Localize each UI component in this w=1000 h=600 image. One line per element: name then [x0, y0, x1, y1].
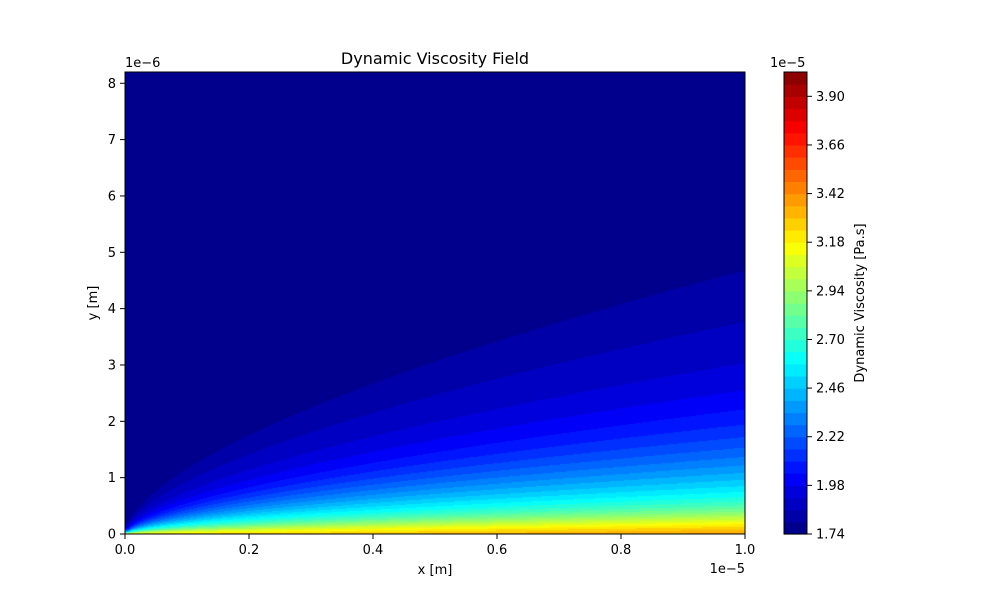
colorbar-tick-label: 3.90 [816, 90, 845, 105]
x-axis: 0.0 0.2 0.4 0.6 0.8 1.0 [115, 534, 756, 558]
colorbar-band [784, 448, 807, 462]
y-tick-label: 8 [108, 77, 116, 92]
x-tick-label: 0.2 [239, 543, 260, 558]
y-tick-label: 7 [108, 133, 116, 148]
colorbar-band [784, 315, 807, 328]
colorbar-band [784, 327, 807, 341]
x-axis-label: x [m] [418, 563, 453, 578]
x-offset-text: 1e−5 [710, 562, 745, 577]
colorbar-tick-label: 2.22 [816, 430, 845, 445]
y-tick-label: 3 [108, 358, 116, 373]
colorbar-band [784, 388, 807, 401]
y-axis-label: y [m] [86, 286, 101, 321]
colorbar-band [784, 169, 807, 183]
x-tick-label: 0.4 [363, 543, 384, 558]
colorbar-tick-label: 2.70 [816, 333, 845, 348]
colorbar-band [784, 412, 807, 426]
colorbar-band [784, 424, 807, 438]
x-tick-label: 1.0 [735, 543, 756, 558]
colorbar-band [784, 363, 807, 377]
colorbar-offset-text: 1e−5 [770, 56, 805, 71]
colorbar-band [784, 108, 807, 122]
y-tick-label: 2 [108, 415, 116, 430]
colorbar-band [784, 375, 807, 389]
viscosity-contour-field [125, 72, 745, 534]
colorbar-band [784, 193, 807, 207]
colorbar-tick-label: 1.98 [816, 479, 845, 494]
colorbar-band [784, 509, 807, 523]
colorbar-tick-label: 3.18 [816, 236, 845, 251]
colorbar-tick-label: 3.66 [816, 138, 845, 153]
colorbar-band [784, 205, 807, 219]
colorbar-band [784, 303, 807, 316]
contour-plot-area [124, 71, 746, 535]
colorbar-band [784, 96, 807, 110]
y-axis: 0 1 2 3 4 5 6 7 8 [108, 77, 125, 543]
x-tick-label: 0.6 [487, 543, 508, 558]
colorbar-band [784, 144, 807, 158]
colorbar-band [784, 230, 807, 243]
colorbar-label: Dynamic Viscosity [Pa.s] [853, 223, 868, 382]
colorbar-tick-label: 2.46 [816, 382, 845, 397]
colorbar-tick-label: 3.42 [816, 187, 845, 202]
x-tick-label: 0.0 [115, 543, 136, 558]
chart-title: Dynamic Viscosity Field [341, 49, 529, 68]
colorbar-band [784, 278, 807, 292]
plot-frame [124, 71, 746, 535]
colorbar-tick-label: 2.94 [816, 284, 845, 299]
colorbar-band [784, 84, 807, 97]
colorbar: 1.74 1.98 2.22 2.46 2.70 2.94 3.18 3.42 3.66 3.90… [770, 56, 868, 543]
colorbar-band [784, 400, 807, 414]
colorbar-band [784, 266, 807, 280]
y-tick-label: 6 [108, 189, 116, 204]
colorbar-band [784, 339, 807, 353]
colorbar-band [784, 242, 807, 255]
colorbar-tick-label: 1.74 [816, 528, 845, 543]
y-tick-label: 1 [108, 471, 116, 486]
x-tick-label: 0.8 [611, 543, 632, 558]
colorbar-band [784, 217, 807, 231]
colorbar-band [784, 473, 807, 486]
colorbar-band [784, 254, 807, 268]
colorbar-frame [783, 71, 808, 535]
y-tick-label: 4 [108, 302, 116, 317]
y-offset-text: 1e−6 [125, 56, 160, 71]
colorbar-band [784, 351, 807, 365]
y-tick-label: 5 [108, 246, 116, 261]
colorbar-band [784, 521, 807, 535]
colorbar-band [784, 157, 807, 170]
colorbar-band [784, 132, 807, 146]
colorbar-band [784, 436, 807, 450]
colorbar-band [784, 485, 807, 499]
colorbar-bands [784, 72, 807, 535]
y-tick-label: 0 [108, 528, 116, 543]
colorbar-band [784, 120, 807, 134]
colorbar-band [784, 72, 807, 85]
colorbar-band [784, 290, 807, 304]
colorbar-ticks: 1.74 1.98 2.22 2.46 2.70 2.94 3.18 3.42 3.66 3.90 [807, 90, 845, 543]
colorbar-band [784, 461, 807, 474]
colorbar-band [784, 497, 807, 511]
colorbar-band [784, 181, 807, 195]
